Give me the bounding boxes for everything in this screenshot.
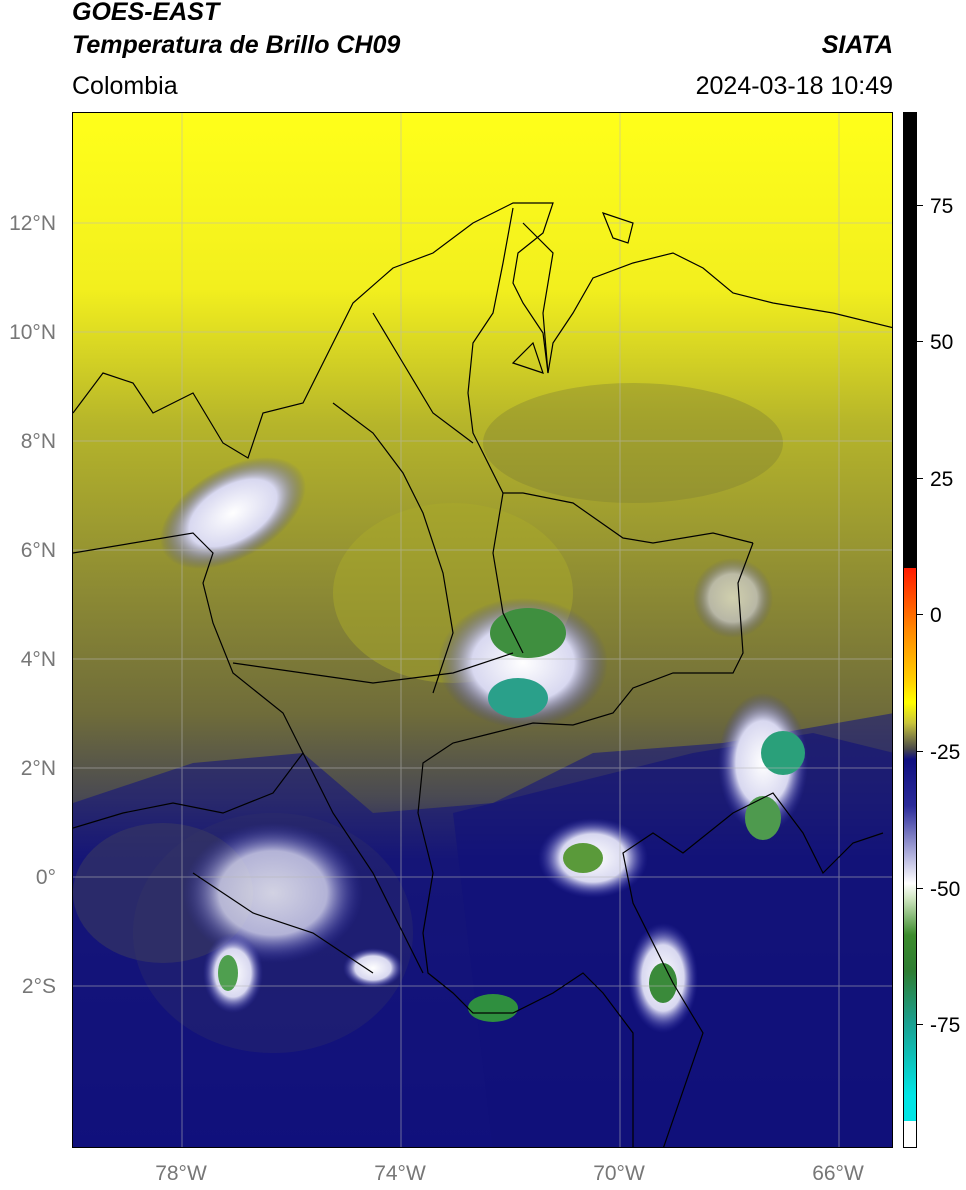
lat-tick-2n: 2°N <box>20 757 56 780</box>
cb-tick-minus75 <box>917 1024 923 1025</box>
lat-tick-12n: 12°N <box>9 212 56 235</box>
source-label: SIATA <box>821 31 893 59</box>
cb-label-minus25: -25 <box>930 741 961 764</box>
lon-tick-66w: 66°W <box>812 1162 864 1185</box>
timestamp: 2024-03-18 10:49 <box>695 72 893 100</box>
cb-label-75: 75 <box>930 195 954 218</box>
country-boundaries <box>73 202 892 1147</box>
cb-tick-50 <box>917 341 923 342</box>
region-label: Colombia <box>72 72 178 100</box>
cb-tick-minus25 <box>917 751 923 752</box>
cb-label-25: 25 <box>930 468 954 491</box>
temperature-colorbar <box>903 112 917 1148</box>
lat-tick-4n: 4°N <box>20 648 56 671</box>
cb-label-50: 50 <box>930 331 954 354</box>
cb-label-minus75: -75 <box>930 1014 961 1037</box>
lat-tick-6n: 6°N <box>20 539 56 562</box>
title-line-2: Temperatura de Brillo CH09 <box>72 31 401 59</box>
lat-tick-8n: 8°N <box>20 430 56 453</box>
brightness-temperature-field <box>73 113 892 1147</box>
title-line-1: GOES-EAST <box>72 0 220 26</box>
cb-tick-minus50 <box>917 888 923 889</box>
cb-tick-25 <box>917 478 923 479</box>
lon-tick-70w: 70°W <box>593 1162 645 1185</box>
cb-label-minus50: -50 <box>930 878 961 901</box>
lat-tick-0: 0° <box>35 866 56 889</box>
cb-label-0: 0 <box>930 604 942 627</box>
cb-tick-0 <box>917 614 923 615</box>
lat-tick-2s: 2°S <box>21 975 56 998</box>
lon-tick-78w: 78°W <box>155 1162 207 1185</box>
cb-tick-75 <box>917 205 923 206</box>
lat-tick-10n: 10°N <box>9 321 56 344</box>
lon-tick-74w: 74°W <box>374 1162 426 1185</box>
satellite-map[interactable] <box>72 112 893 1148</box>
